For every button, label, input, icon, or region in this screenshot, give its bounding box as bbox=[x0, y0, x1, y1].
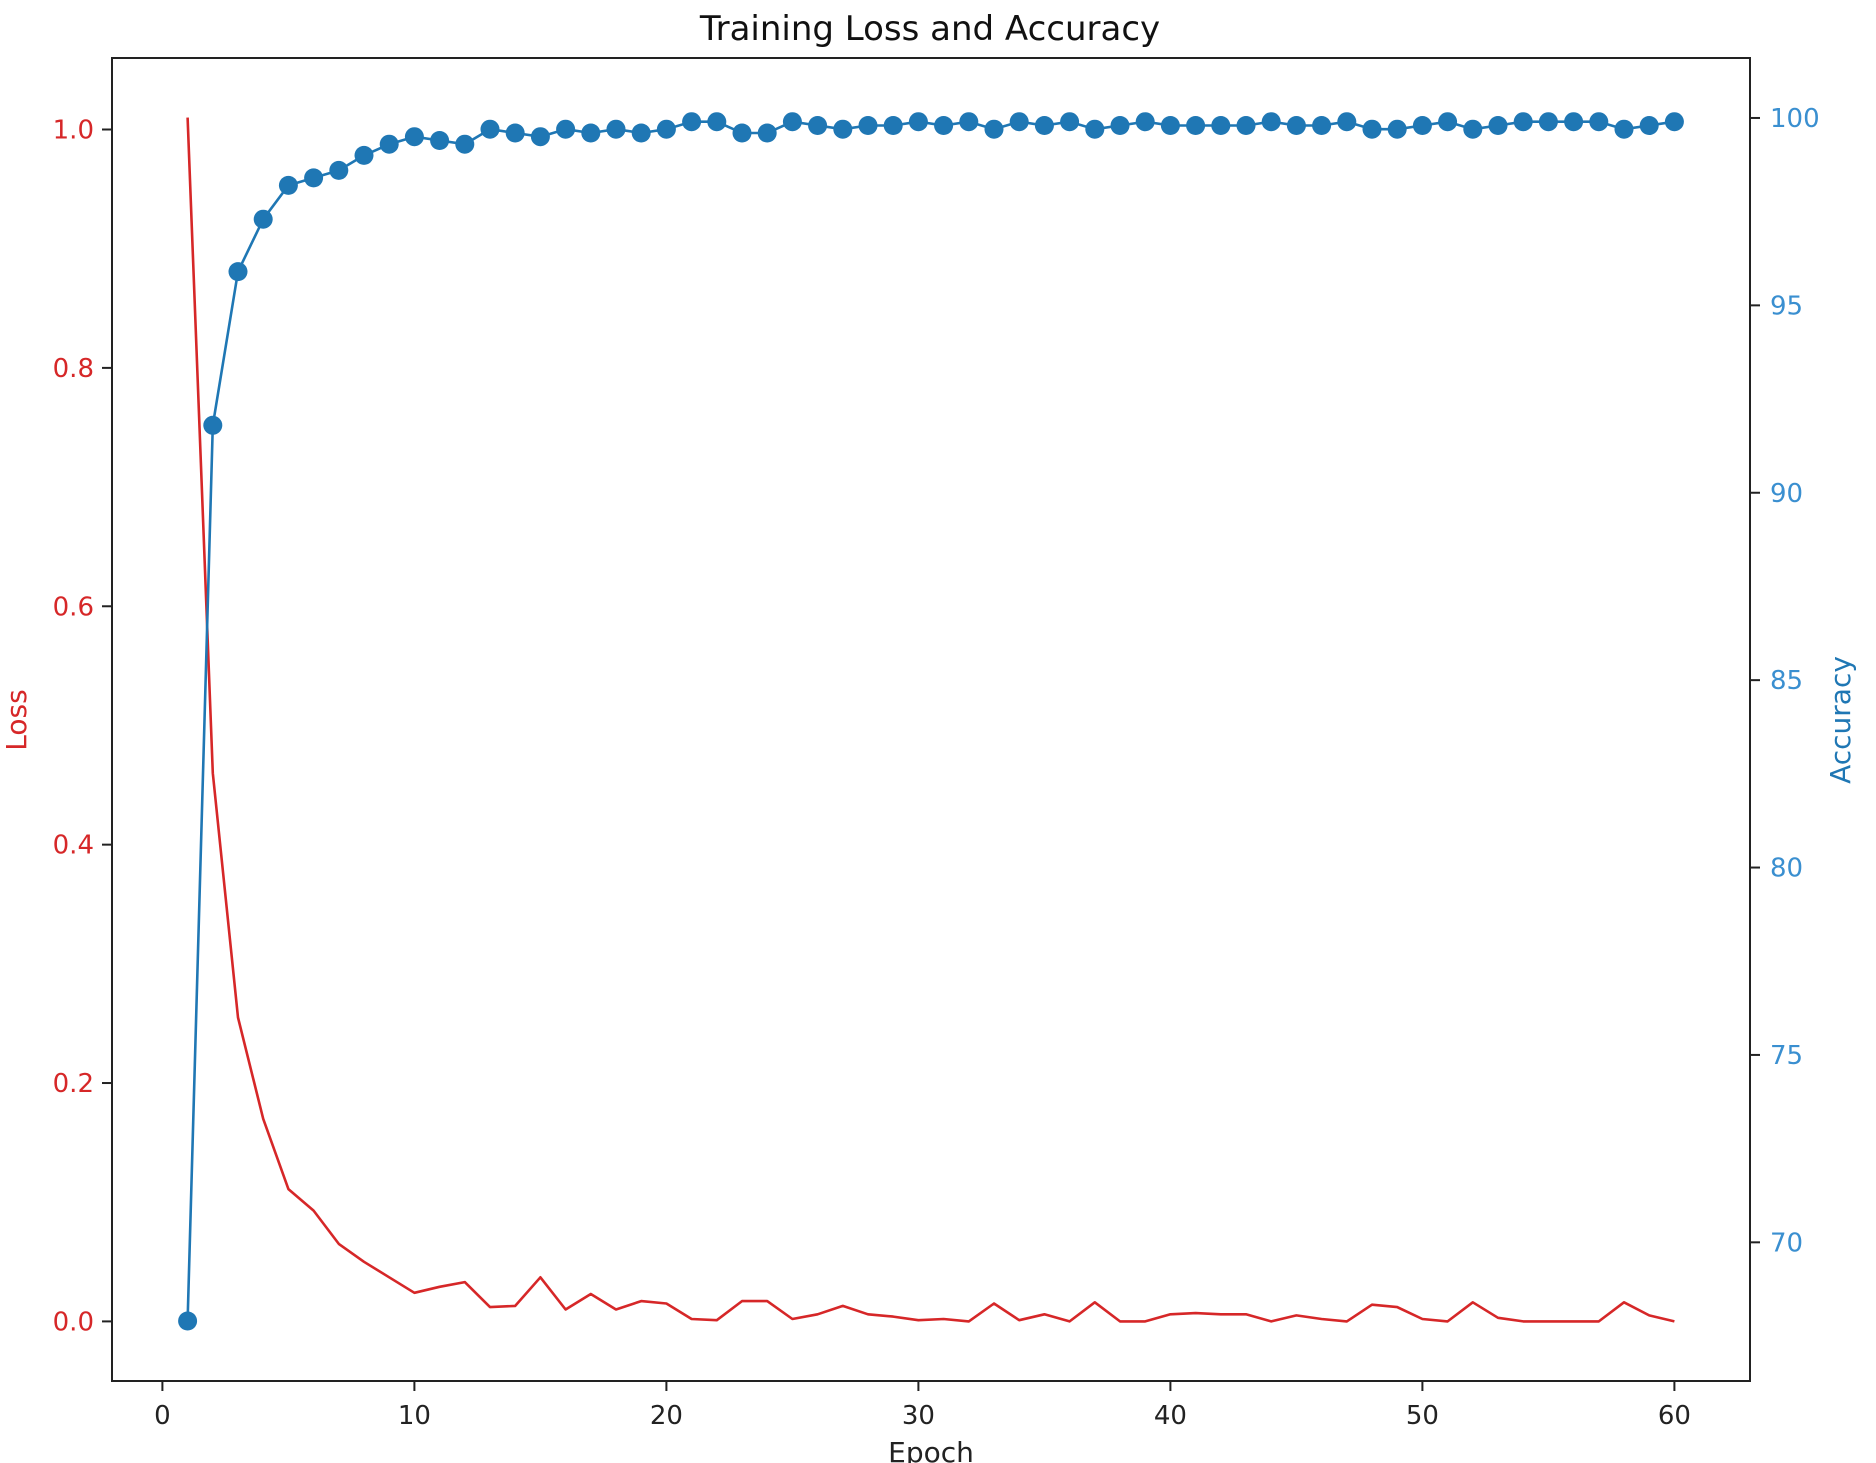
accuracy-point bbox=[656, 119, 676, 139]
accuracy-point bbox=[581, 123, 601, 143]
accuracy-point bbox=[682, 112, 702, 132]
accuracy-point bbox=[1261, 112, 1281, 132]
accuracy-point bbox=[1463, 119, 1483, 139]
accuracy-point bbox=[1488, 116, 1508, 135]
accuracy-point bbox=[1034, 116, 1054, 135]
left-y-tick-label: 0.2 bbox=[53, 1069, 94, 1099]
accuracy-point bbox=[278, 175, 298, 195]
accuracy-point bbox=[984, 119, 1004, 139]
accuracy-point bbox=[354, 145, 374, 165]
accuracy-point bbox=[631, 123, 651, 143]
accuracy-point bbox=[883, 116, 903, 135]
accuracy-point bbox=[1186, 116, 1206, 135]
accuracy-point bbox=[304, 168, 324, 188]
accuracy-point bbox=[1009, 112, 1029, 132]
accuracy-point bbox=[959, 112, 979, 132]
accuracy-point bbox=[707, 112, 727, 132]
plot-frame bbox=[111, 57, 1751, 1382]
accuracy-series-line bbox=[186, 120, 1675, 1322]
right-y-tick-label: 100 bbox=[1770, 104, 1820, 134]
right-y-tick-label: 90 bbox=[1770, 479, 1803, 509]
left-y-tick-label: 1.0 bbox=[53, 116, 94, 146]
accuracy-point bbox=[556, 119, 576, 139]
accuracy-point bbox=[1160, 116, 1180, 135]
accuracy-point bbox=[253, 209, 273, 229]
accuracy-point bbox=[430, 131, 450, 150]
x-tick-label: 60 bbox=[1658, 1401, 1691, 1431]
accuracy-point bbox=[606, 119, 626, 139]
loss-series-line bbox=[186, 117, 1675, 1323]
accuracy-point bbox=[505, 123, 525, 143]
accuracy-point bbox=[1060, 112, 1080, 132]
x-axis: 0 10 20 30 40 50 60 bbox=[154, 1381, 1691, 1431]
accuracy-point bbox=[858, 116, 878, 135]
accuracy-point bbox=[1438, 112, 1458, 132]
right-y-tick-label: 75 bbox=[1770, 1041, 1803, 1071]
accuracy-point bbox=[1639, 116, 1659, 135]
accuracy-point bbox=[757, 123, 777, 143]
x-tick-label: 20 bbox=[650, 1401, 683, 1431]
accuracy-point bbox=[808, 116, 828, 135]
accuracy-point bbox=[404, 127, 424, 147]
accuracy-point bbox=[379, 134, 399, 154]
x-tick-label: 10 bbox=[398, 1401, 431, 1431]
accuracy-point bbox=[178, 1311, 198, 1331]
accuracy-point bbox=[1362, 119, 1382, 139]
right-y-axis-title: Accuracy bbox=[1824, 656, 1857, 784]
series-layer bbox=[178, 112, 1684, 1331]
right-y-tick-label: 80 bbox=[1770, 854, 1803, 884]
x-tick-label: 40 bbox=[1154, 1401, 1187, 1431]
accuracy-point bbox=[455, 134, 475, 154]
left-y-tick-label: 0.8 bbox=[53, 354, 94, 384]
accuracy-point bbox=[203, 415, 223, 435]
accuracy-point bbox=[1236, 116, 1256, 135]
accuracy-point bbox=[833, 119, 853, 139]
accuracy-point bbox=[1664, 112, 1684, 132]
x-tick-label: 50 bbox=[1406, 1401, 1439, 1431]
accuracy-point bbox=[1513, 112, 1533, 132]
x-tick-label: 0 bbox=[154, 1401, 171, 1431]
accuracy-point bbox=[1589, 112, 1609, 132]
accuracy-point bbox=[1564, 112, 1584, 132]
accuracy-point bbox=[1412, 116, 1432, 135]
accuracy-point bbox=[1110, 116, 1130, 135]
chart-title: Training Loss and Accuracy bbox=[699, 9, 1160, 49]
accuracy-point bbox=[480, 119, 500, 139]
accuracy-point bbox=[228, 262, 248, 282]
right-y-tick-label: 95 bbox=[1770, 291, 1803, 321]
accuracy-point bbox=[908, 112, 928, 132]
accuracy-point bbox=[934, 116, 954, 135]
accuracy-point bbox=[1211, 116, 1231, 135]
accuracy-point bbox=[732, 123, 752, 143]
accuracy-point bbox=[1312, 116, 1332, 135]
accuracy-point bbox=[1135, 112, 1155, 132]
accuracy-point bbox=[1387, 119, 1407, 139]
left-y-axis-title: Loss bbox=[0, 689, 33, 750]
accuracy-point bbox=[1085, 119, 1105, 139]
left-y-tick-label: 0.0 bbox=[53, 1307, 94, 1337]
accuracy-point bbox=[1286, 116, 1306, 135]
x-axis-title: Epoch bbox=[888, 1436, 974, 1463]
accuracy-point bbox=[1538, 112, 1558, 132]
left-y-tick-label: 0.4 bbox=[53, 831, 94, 861]
accuracy-point bbox=[782, 112, 802, 132]
accuracy-point bbox=[1614, 119, 1634, 139]
accuracy-point bbox=[530, 127, 550, 147]
x-tick-label: 30 bbox=[902, 1401, 935, 1431]
right-y-axis: 70 75 80 85 90 95 100 bbox=[1750, 104, 1820, 1258]
accuracy-point bbox=[1337, 112, 1357, 132]
left-y-axis: 0.0 0.2 0.4 0.6 0.8 1.0 bbox=[53, 116, 112, 1337]
left-y-tick-label: 0.6 bbox=[53, 592, 94, 622]
right-y-tick-label: 70 bbox=[1770, 1228, 1803, 1258]
accuracy-point bbox=[329, 160, 349, 180]
right-y-tick-label: 85 bbox=[1770, 666, 1803, 696]
